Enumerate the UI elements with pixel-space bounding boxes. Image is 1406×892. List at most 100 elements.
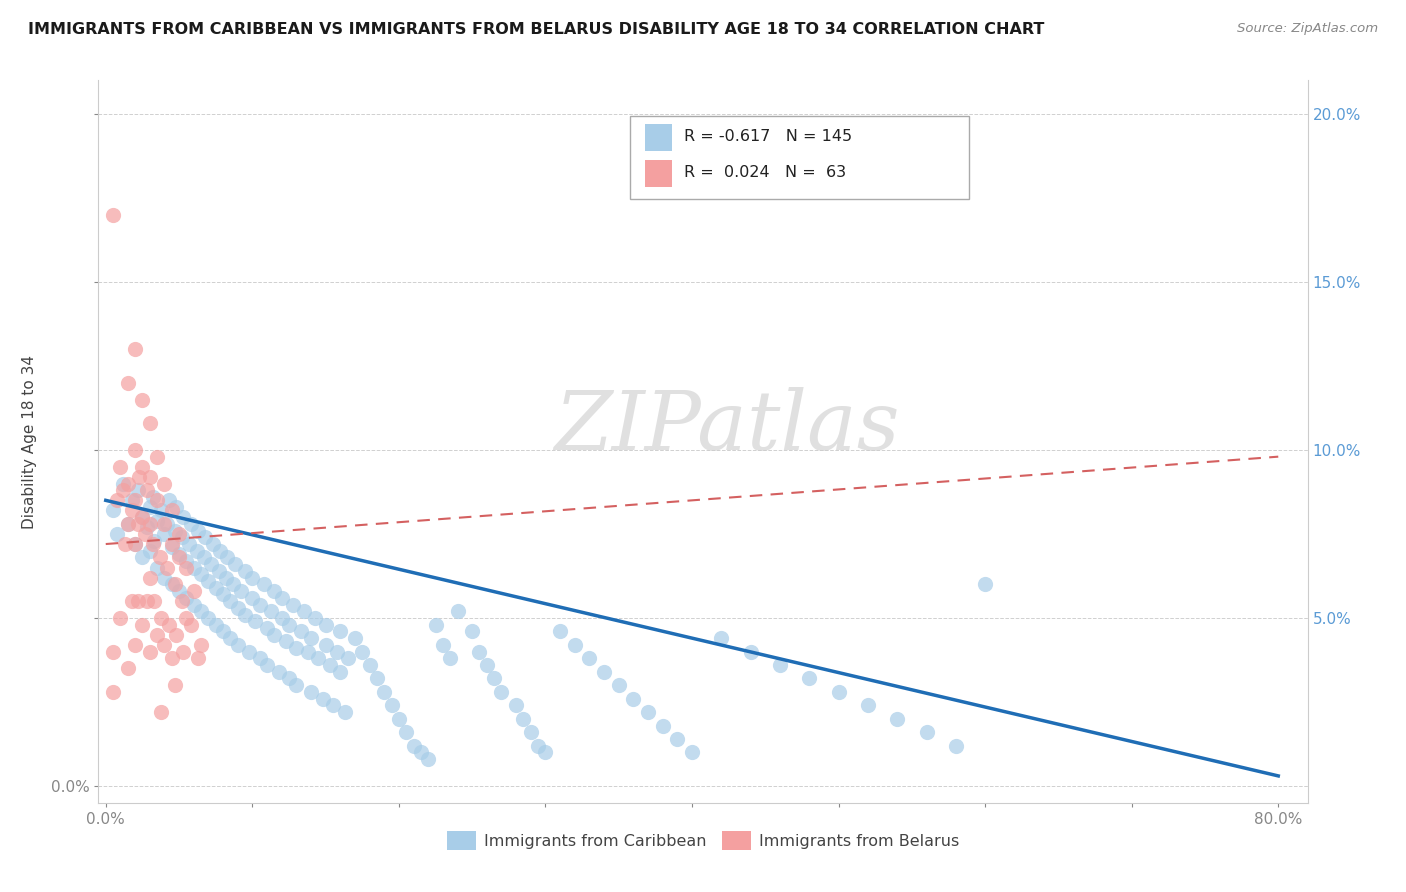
Point [143,594,166,608]
Point [183,560,205,574]
Point [418,752,440,766]
Point [226,600,249,615]
Point [190,567,212,582]
Point [253,577,276,591]
Point [283,598,305,612]
Point [101,685,124,699]
Point [267,665,290,679]
Point [359,658,381,673]
Point [112,476,135,491]
Point [117,476,139,491]
Point [112,483,135,498]
Point [915,725,938,739]
Point [176,591,198,605]
Point [142,490,165,504]
Point [240,591,263,605]
Point [131,392,153,407]
Point [149,550,172,565]
Point [190,604,212,618]
Text: R =  0.024   N =  63: R = 0.024 N = 63 [683,165,846,180]
Point [183,584,205,599]
Point [388,712,411,726]
Point [194,530,217,544]
Point [256,658,278,673]
Point [117,516,139,531]
Point [240,571,263,585]
Point [212,587,235,601]
FancyBboxPatch shape [630,117,969,200]
Point [134,527,156,541]
Point [131,459,153,474]
Point [209,543,232,558]
Point [651,718,673,732]
Point [432,638,454,652]
Point [352,644,374,658]
Point [607,678,630,692]
Point [135,520,157,534]
Point [160,541,183,555]
Point [315,638,337,652]
Point [319,658,342,673]
Point [131,510,153,524]
Point [193,550,215,565]
Point [165,500,187,514]
Point [156,516,179,531]
Point [222,577,245,591]
Point [131,550,153,565]
Point [520,725,543,739]
Point [217,550,239,565]
Point [886,712,908,726]
Point [107,527,129,541]
Point [170,530,193,544]
Point [157,617,180,632]
Point [270,611,292,625]
Point [180,516,202,531]
Point [197,611,219,625]
Point [578,651,600,665]
Point [186,543,208,558]
Point [278,617,301,632]
Point [329,665,352,679]
Point [153,638,176,652]
Point [190,638,212,652]
Point [121,493,143,508]
Point [110,459,132,474]
Text: R = -0.617   N = 145: R = -0.617 N = 145 [683,129,852,145]
Point [270,591,292,605]
Point [343,631,366,645]
Point [290,624,312,639]
Point [172,644,194,658]
Point [446,604,468,618]
Point [307,651,329,665]
Legend: Immigrants from Caribbean, Immigrants from Belarus: Immigrants from Caribbean, Immigrants fr… [440,825,966,856]
Point [197,574,219,588]
Point [143,533,166,548]
Point [263,628,285,642]
Point [299,685,322,699]
Point [274,634,297,648]
Point [974,577,997,591]
Point [249,651,271,665]
FancyBboxPatch shape [645,160,672,187]
Point [142,537,165,551]
Point [311,691,333,706]
Point [150,705,173,719]
Text: IMMIGRANTS FROM CARIBBEAN VS IMMIGRANTS FROM BELARUS DISABILITY AGE 18 TO 34 COR: IMMIGRANTS FROM CARIBBEAN VS IMMIGRANTS … [28,22,1045,37]
Point [666,731,689,746]
Point [163,678,186,692]
Point [127,516,149,531]
Point [475,658,498,673]
Point [204,617,226,632]
Point [187,524,209,538]
Point [425,617,447,632]
Point [402,739,425,753]
Point [135,483,157,498]
Point [160,651,183,665]
Point [157,493,180,508]
Point [527,739,550,753]
Point [172,510,194,524]
Point [637,705,659,719]
Point [180,617,202,632]
Point [150,503,173,517]
Point [366,672,388,686]
